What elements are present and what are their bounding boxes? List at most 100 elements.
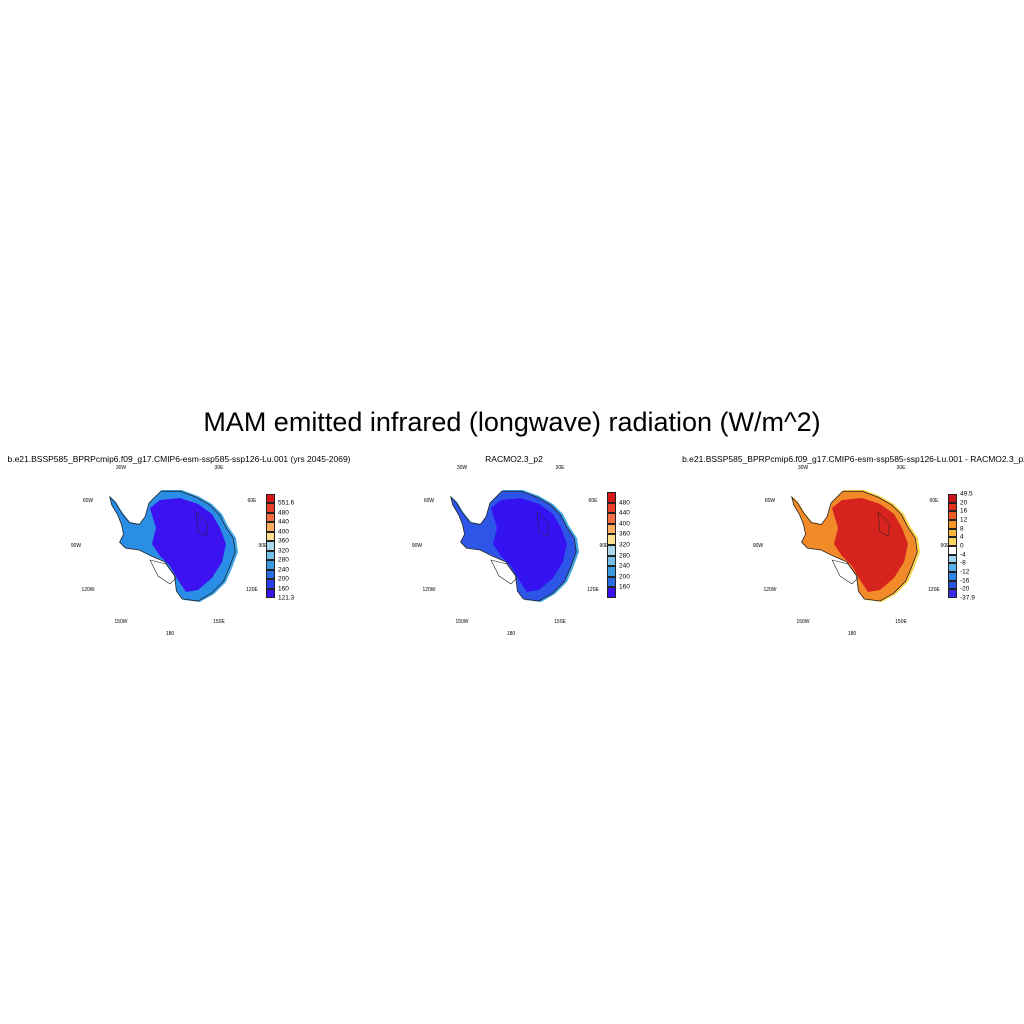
colorbar-swatch (948, 546, 957, 555)
colorbar-swatch (607, 587, 616, 598)
colorbar-swatch (607, 566, 616, 577)
colorbar-swatch (607, 502, 616, 514)
lon-label: 90E (599, 543, 609, 549)
colorbar-label: 200 (278, 575, 289, 583)
colorbar-swatch (948, 528, 957, 538)
lon-label: 120E (928, 587, 940, 593)
colorbar-label: 280 (278, 556, 289, 564)
lon-label: 120W (81, 587, 95, 593)
ice-shelf-outline (195, 511, 209, 537)
colorbar-swatch (266, 522, 275, 532)
colorbar-swatch (607, 523, 616, 535)
colorbar-label: -20 (960, 585, 970, 593)
colorbar-label: 200 (619, 573, 630, 581)
lon-label: 180 (847, 631, 857, 637)
lon-label: 30E (555, 465, 565, 471)
colorbar-swatch (607, 576, 616, 588)
lon-label: 60E (588, 498, 598, 504)
colorbar-label: 8 (960, 525, 964, 533)
colorbar-label: 20 (960, 499, 968, 507)
colorbar-swatch (948, 511, 957, 520)
ice-shelf-outline (149, 559, 177, 585)
lon-label: 90W (70, 543, 82, 549)
colorbar-label: -8 (960, 559, 966, 567)
main-title: MAM emitted infrared (longwave) radiatio… (203, 407, 821, 437)
colorbar-swatch (266, 588, 275, 598)
lon-label: 150E (213, 619, 225, 625)
lon-label: 60W (764, 498, 776, 504)
colorbar-swatch (266, 503, 275, 513)
colorbar-swatch (607, 492, 616, 503)
lon-label: 150W (455, 619, 469, 625)
antarctica-map (450, 490, 579, 602)
colorbar-swatch (948, 589, 957, 598)
colorbar-swatch (948, 563, 957, 572)
colorbar-label: 121.3 (278, 594, 295, 602)
lon-label: 30W (115, 465, 127, 471)
interior-field (150, 498, 226, 592)
colorbar-swatch (266, 541, 275, 551)
colorbar-label: 4 (960, 533, 964, 541)
colorbar-swatch (948, 572, 957, 581)
colorbar-label: 240 (619, 562, 630, 570)
colorbar-label: 360 (278, 537, 289, 545)
colorbar-swatch (266, 560, 275, 570)
colorbar-label: -12 (960, 568, 970, 576)
colorbar-label: 480 (278, 509, 289, 517)
lon-label: 180 (165, 631, 175, 637)
colorbar-swatch (607, 534, 616, 545)
ice-shelf-outline (877, 511, 891, 537)
colorbar-label: 49.5 (960, 490, 973, 498)
colorbar-swatch (607, 513, 616, 524)
colorbar-label: -37.9 (960, 594, 975, 602)
panel-title: b.e21.BSSP585_BPRPcmip6.f09_g17.CMIP6-es… (7, 454, 351, 464)
lon-label: 90W (752, 543, 764, 549)
colorbar-swatch (266, 550, 275, 561)
lon-label: 30W (456, 465, 468, 471)
colorbar-swatch (948, 502, 957, 512)
colorbar-label: 320 (619, 541, 630, 549)
lon-label: 150W (114, 619, 128, 625)
colorbar-label: 400 (278, 528, 289, 536)
colorbar-swatch (948, 520, 957, 529)
colorbar-swatch (266, 531, 275, 542)
colorbar-label: 240 (278, 566, 289, 574)
colorbar-swatch (607, 555, 616, 567)
antarctica-map (791, 490, 920, 602)
lon-label: 60W (423, 498, 435, 504)
lon-label: 60E (929, 498, 939, 504)
ice-shelf-outline (536, 511, 550, 537)
map-panel-difference: b.e21.BSSP585_BPRPcmip6.f09_g17.CMIP6-es… (682, 452, 1024, 642)
interior-field (832, 498, 908, 592)
lon-label: 120W (422, 587, 436, 593)
lon-label: 120E (587, 587, 599, 593)
colorbar-label: -16 (960, 577, 970, 585)
colorbar-label: 360 (619, 530, 630, 538)
panel-title: RACMO2.3_p2 (485, 454, 543, 464)
colorbar: 49.5 20 16 12 8 4 0 -4 -8 -12 -16 -20 -37.9 (948, 491, 975, 602)
lon-label: 30E (214, 465, 224, 471)
colorbar-label: 400 (619, 520, 630, 528)
lon-label: 30E (896, 465, 906, 471)
colorbar-label: 440 (619, 509, 630, 517)
lon-label: 60E (247, 498, 257, 504)
interior-field (491, 498, 567, 592)
panel-title: b.e21.BSSP585_BPRPcmip6.f09_g17.CMIP6-es… (682, 454, 1024, 464)
lon-label: 120E (246, 587, 258, 593)
lon-label: 120W (763, 587, 777, 593)
lon-label: 180 (506, 631, 516, 637)
colorbar-swatch (266, 494, 275, 504)
ice-shelf-outline (490, 559, 518, 585)
colorbar-swatch (266, 512, 275, 523)
colorbar: 480 440 400 360 320 280 240 200 160 (607, 492, 630, 598)
lon-label: 60W (82, 498, 94, 504)
colorbar-label: -4 (960, 551, 966, 559)
colorbar-label: 160 (278, 585, 289, 593)
colorbar: 551.6 480 440 400 360 320 280 240 200 160 121.3 (266, 494, 294, 602)
lon-label: 150W (796, 619, 810, 625)
colorbar-swatch (266, 579, 275, 589)
ice-shelf-outline (831, 559, 859, 585)
lon-label: 90E (258, 543, 268, 549)
colorbar-label: 0 (960, 542, 964, 550)
colorbar-label: 551.6 (278, 499, 295, 507)
